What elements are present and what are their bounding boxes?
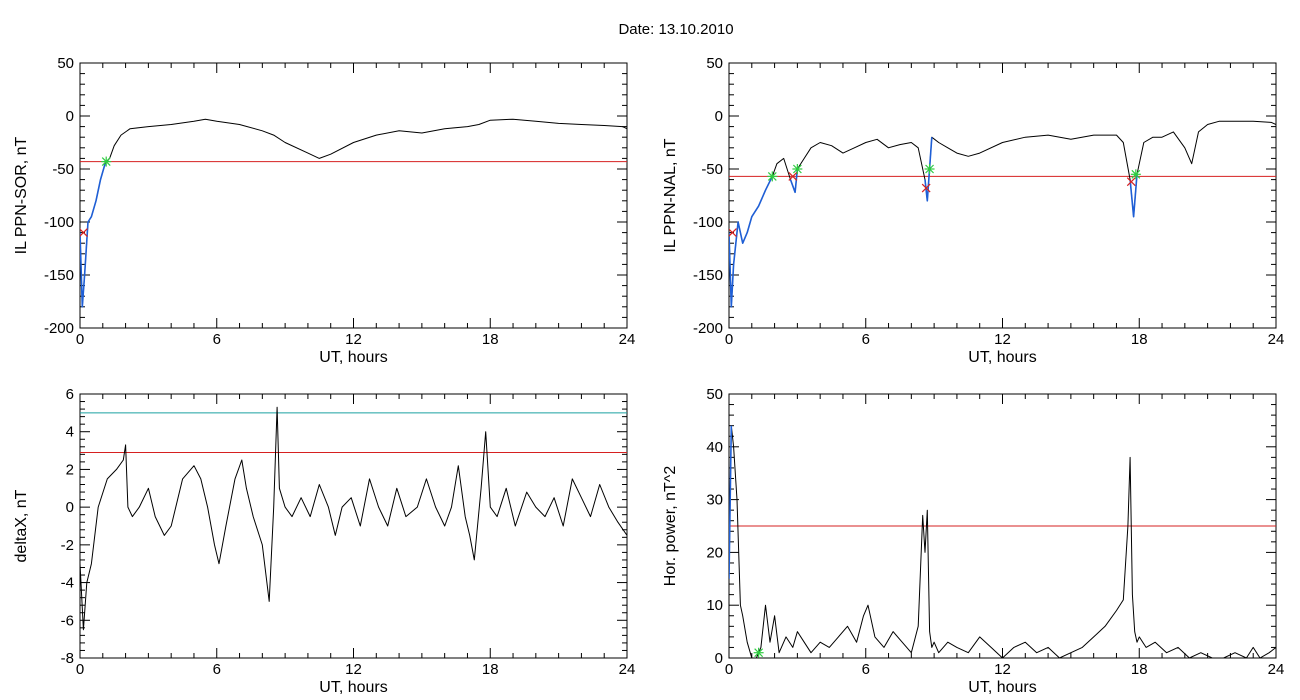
y-axis-label: IL PPN-SOR, nT <box>13 136 30 254</box>
highlight-series-line <box>1129 174 1138 218</box>
x-marker <box>1126 177 1136 187</box>
star-marker <box>1130 169 1141 180</box>
x-marker <box>921 183 931 193</box>
y-tick-label: 20 <box>706 544 723 561</box>
y-tick-label: -100 <box>44 214 74 231</box>
y-tick-label: 6 <box>66 386 74 403</box>
y-axis-label: deltaX, nT <box>13 489 30 562</box>
y-tick-label: -200 <box>44 320 74 337</box>
plot-frame <box>79 393 628 659</box>
x-tick-label: 18 <box>482 661 499 678</box>
x-tick-label: 18 <box>1131 661 1148 678</box>
x-tick-label: 18 <box>1131 331 1148 348</box>
series-line <box>729 425 1276 658</box>
y-tick-label: -200 <box>693 320 723 337</box>
x-tick-label: 12 <box>345 331 362 348</box>
x-axis-label: UT, hours <box>968 349 1036 366</box>
x-axis-label: UT, hours <box>319 679 387 696</box>
series-line <box>80 406 627 631</box>
y-tick-label: -8 <box>61 650 74 667</box>
x-tick-label: 0 <box>76 331 84 348</box>
x-marker <box>729 228 737 238</box>
y-tick-label: 50 <box>57 55 74 72</box>
highlight-series-line <box>729 176 774 308</box>
highlight-series-line <box>80 163 106 308</box>
highlight-series-line <box>924 137 933 202</box>
x-tick-label: 6 <box>862 661 870 678</box>
y-tick-label: 10 <box>706 597 723 614</box>
y-tick-label: -150 <box>44 267 74 284</box>
star-marker <box>753 647 764 658</box>
highlight-series-line <box>729 425 733 579</box>
plot-area <box>729 425 1276 658</box>
y-tick-label: -6 <box>61 612 74 629</box>
x-tick-label: 6 <box>213 331 221 348</box>
x-tick-label: 12 <box>994 331 1011 348</box>
plot-area <box>80 406 627 631</box>
y-tick-label: -2 <box>61 537 74 554</box>
x-tick-label: 24 <box>619 331 636 348</box>
star-marker <box>101 156 112 167</box>
x-tick-label: 6 <box>862 331 870 348</box>
y-axis-label: IL PPN-NAL, nT <box>662 138 679 252</box>
y-tick-label: -100 <box>693 214 723 231</box>
plot-1: 0 6 12 18 24 -200 -150 -100 -50 0 50 UT, hours IL PP… <box>13 55 635 366</box>
x-tick-label: 0 <box>725 661 733 678</box>
plot-frame <box>728 62 1277 329</box>
y-tick-label: 0 <box>715 650 723 667</box>
series-line <box>80 118 627 308</box>
x-tick-label: 12 <box>345 661 362 678</box>
x-tick-label: 6 <box>213 661 221 678</box>
y-tick-label: -4 <box>61 575 74 592</box>
x-tick-label: 24 <box>1268 331 1285 348</box>
plot-2: 0 6 12 18 24 -200 -150 -100 -50 0 50 UT, hours IL PP… <box>662 55 1284 366</box>
highlight-series-line <box>789 168 799 194</box>
x-tick-label: 0 <box>76 661 84 678</box>
y-tick-label: 40 <box>706 439 723 456</box>
y-tick-label: 50 <box>706 55 723 72</box>
y-tick-label: 4 <box>66 424 74 441</box>
y-tick-label: 50 <box>706 386 723 403</box>
star-marker <box>924 164 935 174</box>
x-axis-label: UT, hours <box>968 679 1036 696</box>
y-tick-label: 0 <box>66 108 74 125</box>
x-axis-label: UT, hours <box>319 349 387 366</box>
figure-title: Date: 13.10.2010 <box>618 21 733 38</box>
series-line <box>729 120 1276 308</box>
y-tick-label: 2 <box>66 461 74 478</box>
y-tick-label: 0 <box>715 108 723 125</box>
y-tick-label: -50 <box>701 161 723 178</box>
plot-frame <box>79 62 628 329</box>
y-axis-label: Hor. power, nT^2 <box>662 466 679 587</box>
x-tick-label: 24 <box>1268 661 1285 678</box>
plot-area <box>80 118 627 308</box>
star-marker <box>767 171 778 182</box>
plot-area <box>729 120 1276 308</box>
x-tick-label: 0 <box>725 331 733 348</box>
plot-4: 0 6 12 18 24 0 10 20 30 40 50 UT, hours Hor. power, … <box>662 386 1284 696</box>
x-tick-label: 24 <box>619 661 636 678</box>
y-tick-label: -50 <box>52 161 74 178</box>
x-marker <box>788 171 798 181</box>
x-marker <box>80 228 88 238</box>
y-tick-label: 30 <box>706 492 723 509</box>
y-tick-label: 0 <box>66 499 74 516</box>
x-tick-label: 12 <box>994 661 1011 678</box>
x-tick-label: 18 <box>482 331 499 348</box>
y-tick-label: -150 <box>693 267 723 284</box>
star-marker <box>792 164 803 174</box>
